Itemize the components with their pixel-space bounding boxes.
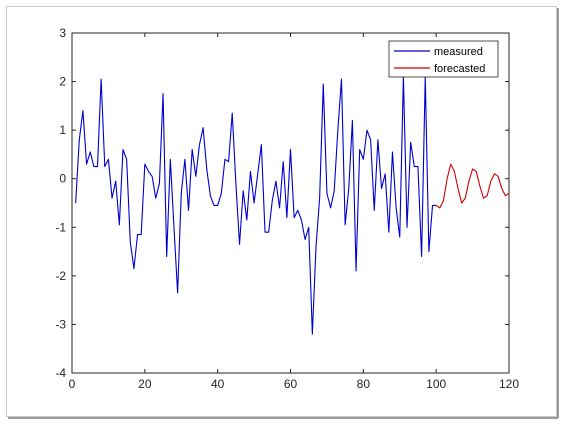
legend-label-forecasted: forecasted — [434, 63, 485, 75]
x-tick-label: 0 — [69, 377, 76, 391]
y-tick-label: -2 — [55, 269, 66, 283]
x-tick-label: 60 — [284, 377, 298, 391]
x-tick-label: 40 — [211, 377, 225, 391]
x-tick-label: 120 — [499, 377, 519, 391]
legend: measured forecasted — [388, 40, 499, 78]
y-tick-label: -3 — [55, 317, 66, 331]
legend-label-measured: measured — [434, 46, 483, 58]
series-layer — [75, 76, 510, 335]
legend-box — [388, 40, 499, 78]
y-tick-label: -4 — [55, 366, 66, 380]
y-tick-label: 1 — [59, 123, 66, 137]
x-tick-label: 20 — [138, 377, 152, 391]
x-tick-label: 100 — [426, 377, 446, 391]
y-tick-label: 0 — [59, 172, 66, 186]
x-tick-label: 80 — [357, 377, 371, 391]
axes-box — [71, 32, 510, 374]
ticks-layer: 0 20 40 60 80 100 120 3 2 1 0 -1 -2 -3 -4 — [55, 26, 519, 391]
y-tick-label: -1 — [55, 220, 66, 234]
series-line-forecasted — [435, 163, 510, 209]
y-tick-label: 3 — [59, 26, 66, 40]
series-line-measured — [75, 76, 437, 335]
y-tick-label: 2 — [59, 75, 66, 89]
